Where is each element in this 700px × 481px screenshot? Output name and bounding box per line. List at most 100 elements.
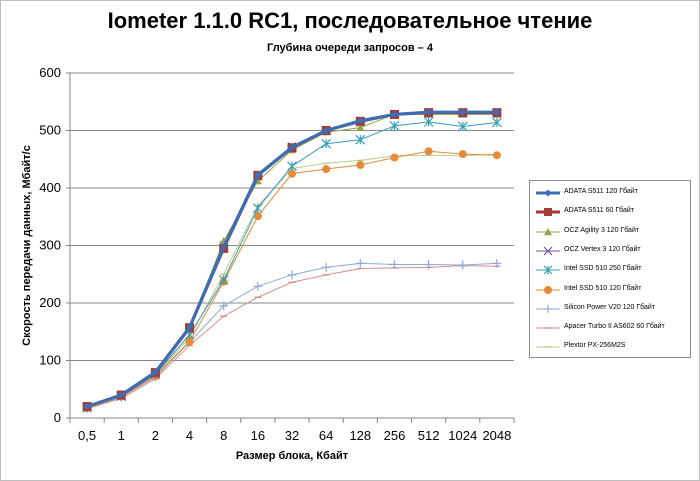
y-tick-labels: 0 100 200 300 400 500 600 [39,65,61,425]
data-point [424,259,434,269]
data-point [492,258,502,268]
data-point [83,403,91,410]
legend-swatch [536,265,560,275]
legend-item: ADATA S511 60 Гбайт [530,204,690,222]
y-tick-label: 500 [39,123,61,138]
gridlines [66,72,515,423]
x-tick-label: 128 [349,428,371,443]
legend-swatch [536,327,560,329]
x-tick-label: 0,5 [78,428,96,443]
data-point [117,391,125,399]
series-1 [83,108,501,410]
legend-swatch [536,189,560,197]
legend-item: OCZ Vertex 3 120 Гбайт [530,243,690,261]
data-point [254,171,262,179]
series-6 [83,147,501,413]
data-point [355,134,366,145]
x-tick-label: 4 [186,428,193,443]
data-point [322,165,331,174]
data-point [321,138,332,149]
x-axis-title: Размер блока, Кбайт [236,450,349,462]
y-tick-label: 100 [39,353,61,368]
legend-label: Intel SSD 510 250 Гбайт [564,265,642,273]
data-point [492,151,501,160]
series-line [86,150,497,409]
data-point [544,189,552,197]
data-point [151,368,159,376]
data-point [321,262,331,272]
data-point [458,260,468,270]
y-tick-label: 300 [39,238,61,253]
data-point [544,304,552,313]
legend-swatch [536,285,560,294]
data-point [389,259,399,269]
series-line [86,110,497,408]
legend-swatch [536,227,560,235]
data-point [322,127,330,134]
data-point [544,227,552,235]
data-point [493,108,501,116]
data-point [218,275,229,285]
data-point [287,270,297,280]
x-tick-label: 1 [118,428,125,443]
x-tick-label: 64 [319,428,333,443]
x-tick-labels: 0,5 1 2 4 8 16 32 64 128 256 512 1024 2048 [78,428,511,443]
series-line [86,265,497,410]
data-point [185,337,194,346]
data-point [253,212,262,221]
series-lines [82,108,502,413]
series-line [86,112,497,408]
legend-label: OCZ Vertex 3 120 Гбайт [564,245,641,253]
series-line [86,111,497,408]
data-point [491,117,502,128]
legend-item: Intel SSD 510 250 Гбайт [530,262,690,280]
legend-label: ADATA S511 120 Гбайт [564,188,638,195]
data-point [390,153,399,162]
x-tick-label: 512 [418,428,440,443]
x-tick-label: 16 [251,428,265,443]
data-point [423,116,434,127]
data-point [288,143,296,151]
legend-label: Plextor PX-256M2S [564,342,626,350]
series-4 [82,108,502,412]
series-2 [82,108,502,411]
y-axis-title: Скорость передачи данных, Мбайт/с [21,145,33,346]
legend-label: ADATA S511 60 Гбайт [564,207,635,215]
legend-label: OCZ Agility 3 120 Гбайт [564,226,640,234]
series-line [86,262,497,409]
legend-item: ADATA S511 120 Гбайт [530,185,690,203]
data-point [356,161,365,169]
series-line [86,153,497,409]
data-point [356,123,365,131]
legend-swatch [536,346,560,349]
x-tick-label: 2 [152,428,159,443]
legend-item: OCZ Agility 3 120 Гбайт [530,224,690,242]
y-tick-label: 200 [39,295,61,310]
data-point [356,117,364,125]
data-point [544,208,552,217]
data-point [288,169,296,178]
data-point [425,108,433,116]
data-point [458,150,467,159]
y-tick-label: 400 [39,180,61,195]
legend: ADATA S511 120 Гбайт ADATA S511 60 Гбайт O… [529,180,691,358]
data-point [424,147,433,156]
data-point [389,120,400,131]
legend-label: Silicon Power V20 120 Гбайт [564,303,656,311]
data-point [544,285,552,294]
data-point [287,161,297,172]
legend-label: Apacer Turbo II AS602 60 Гбайт [564,323,665,331]
x-tick-label: 8 [220,428,227,443]
x-tick-label: 2048 [482,428,511,443]
data-point [355,258,365,268]
data-point [543,265,553,275]
chart-subtitle: Глубина очереди запросов – 4 [267,42,433,54]
legend-swatch [536,304,560,313]
legend-item: Intel SSD 510 120 Гбайт [530,282,690,300]
data-point [459,108,467,116]
series-9 [83,153,501,409]
y-tick-label: 600 [39,65,61,80]
legend-swatch [536,246,560,256]
data-point [253,281,263,291]
